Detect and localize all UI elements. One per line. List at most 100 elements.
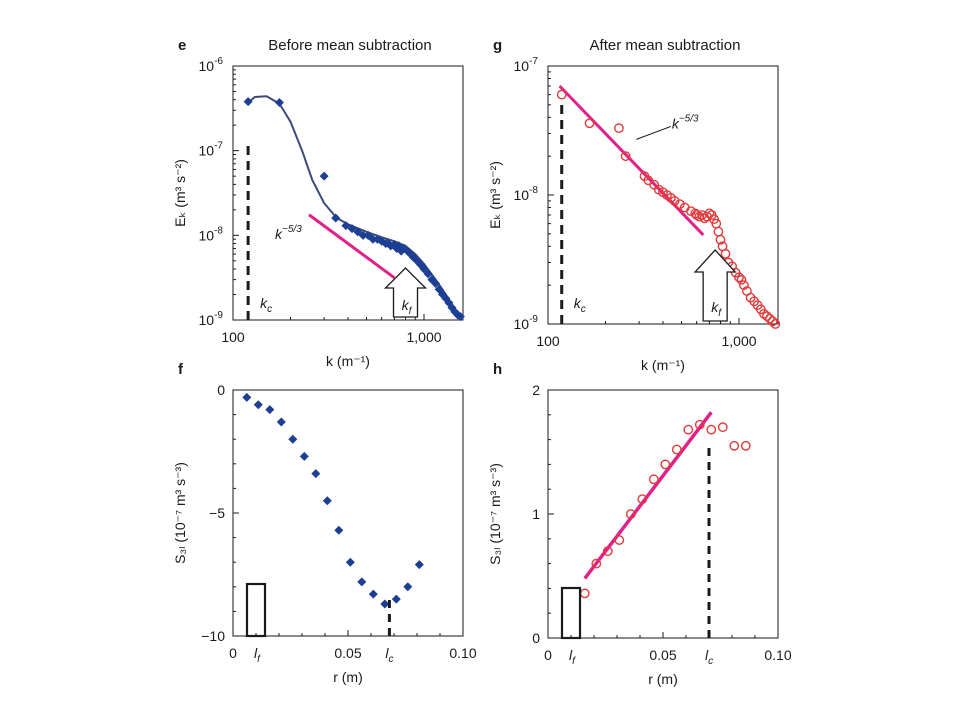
kf-label: kf — [402, 297, 413, 317]
y-tick-label: 10-6 — [199, 56, 224, 74]
data-point — [602, 546, 613, 557]
y-tick-label: 2 — [532, 382, 540, 398]
y-axis-label: Eₖ (m³ s⁻²) — [172, 159, 188, 227]
y-tick-label: 10-8 — [514, 185, 539, 203]
panel-letter: f — [178, 361, 184, 378]
x-tick-label: 0 — [544, 647, 552, 663]
y-tick-label: 10-8 — [199, 225, 224, 243]
data-point — [614, 535, 625, 545]
data-point — [276, 417, 286, 427]
y-axis-label: S₃ₗ (10⁻⁷ m³ s⁻³) — [487, 463, 503, 565]
y-tick-label: 0 — [532, 630, 540, 646]
y-tick-label: −5 — [209, 505, 225, 521]
y-tick-label: 10-7 — [199, 141, 224, 159]
data-point — [738, 280, 749, 291]
data-point — [341, 221, 351, 231]
x-tick-label: 100 — [221, 329, 245, 345]
x-axis-label: r (m) — [648, 671, 678, 687]
data-point — [322, 496, 332, 506]
data-point — [391, 594, 401, 604]
data-point — [740, 440, 751, 451]
panel-letter: h — [493, 361, 502, 378]
data-point — [358, 230, 368, 240]
plot-frame — [232, 65, 464, 321]
data-point — [288, 434, 298, 444]
data-point — [579, 588, 590, 599]
kc-label: kc — [574, 295, 586, 315]
data-point — [669, 196, 680, 206]
data-point — [674, 199, 685, 210]
panel-g: g After mean subtraction 100 1,000 10-9 10-8 1… — [487, 37, 781, 373]
lf-box — [245, 582, 267, 638]
kf-arrow — [693, 249, 737, 322]
data-point — [556, 89, 567, 100]
lf-label: lf — [254, 645, 261, 665]
data-point — [767, 316, 778, 327]
x-tick-label: 1,000 — [721, 333, 756, 349]
data-point — [380, 599, 390, 609]
fit-line — [558, 84, 705, 237]
data-point — [736, 274, 747, 285]
data-point — [625, 509, 636, 519]
data-point — [637, 494, 648, 505]
x-tick-label: 1,000 — [406, 329, 441, 345]
data-point — [423, 269, 433, 279]
data-point — [274, 98, 284, 108]
x-tick-label: 0 — [229, 645, 237, 661]
reference-label: k−5/3 — [672, 113, 699, 131]
data-point — [357, 577, 367, 587]
data-point — [683, 424, 694, 435]
reference-label: k−5/3 — [275, 224, 302, 242]
data-point — [671, 444, 682, 455]
data-point — [734, 272, 744, 283]
y-axis-label: Eₖ (m³ s⁻²) — [487, 161, 503, 229]
data-point — [299, 451, 309, 461]
data-point — [717, 422, 728, 433]
data-point — [620, 151, 631, 162]
x-tick-label: 0.10 — [449, 645, 476, 661]
data-point — [694, 419, 705, 430]
lc-label: lc — [385, 645, 393, 665]
y-tick-label: 1 — [532, 506, 540, 522]
fit-curve — [246, 95, 464, 321]
plot-frame — [547, 389, 779, 639]
data-point — [729, 440, 740, 451]
data-point — [584, 118, 595, 129]
panel-letter: g — [493, 37, 502, 54]
data-point — [648, 474, 659, 485]
x-axis-label: r (m) — [333, 669, 363, 685]
data-point — [759, 308, 769, 319]
lf-label: lf — [569, 647, 576, 667]
data-point — [253, 400, 263, 410]
data-point — [715, 234, 726, 245]
data-point — [431, 278, 441, 288]
data-point — [706, 424, 717, 435]
panel-h: h 0 0.05 0.10 0 1 2 r (m) S₃ₗ (10⁻⁷ m³ s⁻³) lc lf — [487, 361, 792, 687]
reference-line — [308, 213, 396, 280]
data-point — [720, 248, 731, 259]
data-point — [455, 311, 465, 321]
lf-box — [560, 586, 582, 640]
data-point — [403, 582, 413, 592]
y-tick-label: −10 — [201, 628, 225, 644]
data-point — [660, 459, 671, 470]
x-tick-label: 0.05 — [649, 647, 676, 663]
y-tick-label: 10-9 — [199, 310, 224, 328]
data-point — [319, 171, 329, 181]
x-tick-label: 0.05 — [334, 645, 361, 661]
plot-frame — [232, 389, 464, 637]
panel-title: Before mean subtraction — [268, 37, 431, 54]
x-tick-label: 100 — [536, 333, 560, 349]
data-point — [414, 560, 424, 570]
reference-leader — [636, 125, 672, 140]
data-point — [591, 558, 602, 569]
y-axis-label: S₃ₗ (10⁻⁷ m³ s⁻³) — [172, 462, 188, 564]
panel-title: After mean subtraction — [590, 37, 741, 54]
data-point — [764, 313, 775, 324]
data-point — [243, 97, 253, 107]
data-point — [713, 226, 724, 237]
data-point — [762, 311, 772, 322]
data-point — [770, 319, 781, 329]
data-point — [311, 469, 321, 479]
